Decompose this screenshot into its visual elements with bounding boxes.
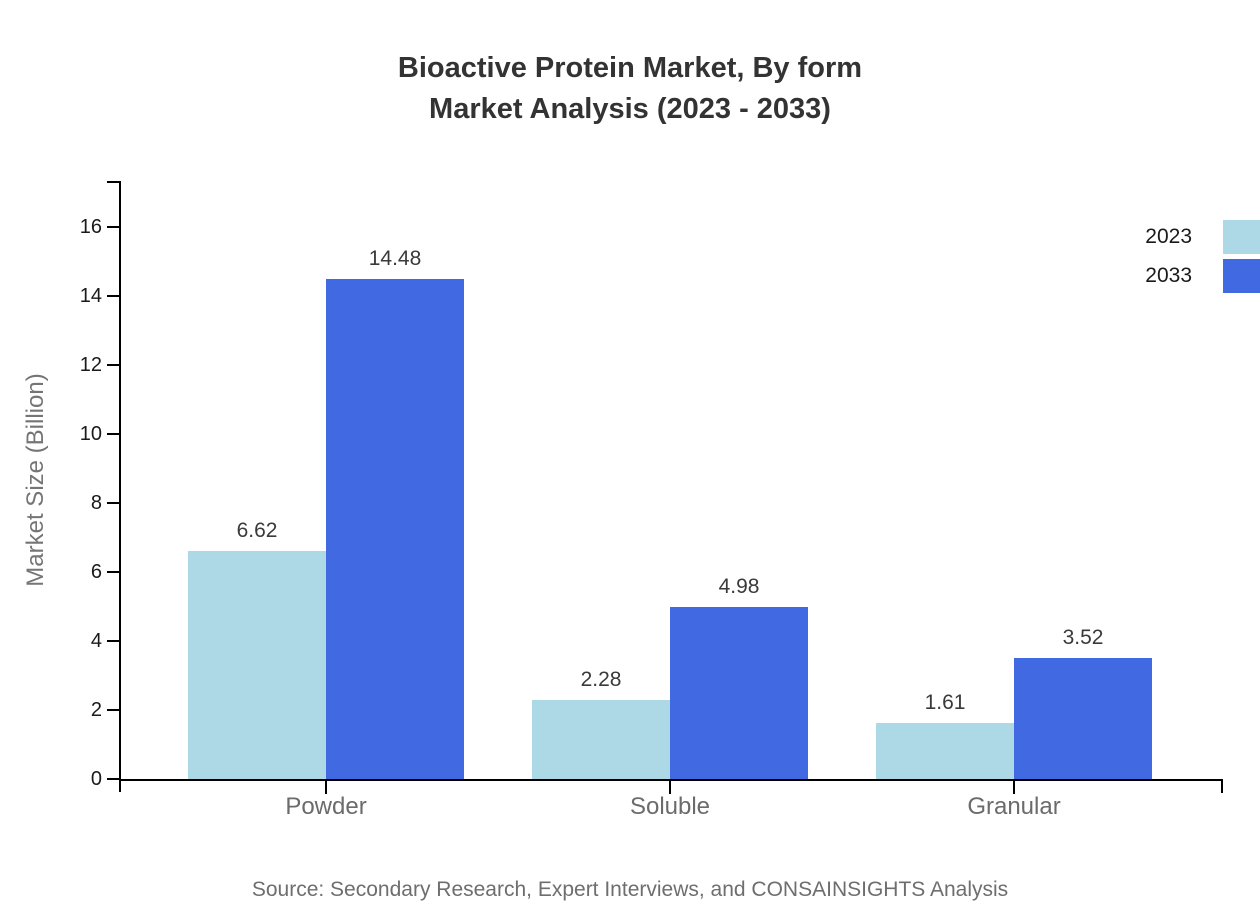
y-tick-mark <box>107 709 120 711</box>
y-axis-line <box>119 181 121 792</box>
x-tick-mark <box>669 779 671 794</box>
x-axis-end-cap <box>1221 779 1223 793</box>
x-axis-line <box>119 779 1223 781</box>
chart-title-line1: Bioactive Protein Market, By form <box>397 52 863 84</box>
category-label-soluble: Soluble <box>629 793 711 820</box>
value-label-2023-powder: 6.62 <box>236 519 278 542</box>
value-label-2033-powder: 14.48 <box>368 247 422 270</box>
y-tick-label: 0 <box>90 768 102 790</box>
category-label-granular: Granular <box>967 793 1061 820</box>
y-tick-mark <box>107 502 120 504</box>
legend-swatch-2023 <box>1223 220 1260 254</box>
y-tick-label: 12 <box>79 354 102 376</box>
y-tick-mark <box>107 295 120 297</box>
value-label-2023-soluble: 2.28 <box>580 668 622 691</box>
y-tick-mark <box>107 778 120 780</box>
legend-label-2033: 2033 <box>1145 264 1192 287</box>
y-tick-mark <box>107 571 120 573</box>
y-tick-mark <box>107 433 120 435</box>
category-label-powder: Powder <box>285 793 367 820</box>
chart-title: Bioactive Protein Market, By form Market… <box>0 48 1260 130</box>
y-tick-label: 16 <box>79 216 102 238</box>
y-tick-label: 10 <box>79 423 102 445</box>
y-tick-label: 2 <box>90 699 102 721</box>
y-tick-mark <box>107 364 120 366</box>
value-label-2033-soluble: 4.98 <box>718 575 760 598</box>
bar-2033-powder <box>326 279 464 779</box>
chart-title-line2: Market Analysis (2023 - 2033) <box>429 93 831 125</box>
bar-2033-soluble <box>670 607 808 779</box>
bar-2023-soluble <box>532 700 670 779</box>
x-tick-mark <box>1013 779 1015 794</box>
y-tick-label: 6 <box>90 561 102 583</box>
bar-2033-granular <box>1014 658 1152 779</box>
y-tick-label: 8 <box>90 492 102 514</box>
value-label-2033-granular: 3.52 <box>1062 626 1104 649</box>
y-tick-label: 4 <box>90 630 102 652</box>
legend-swatch-2033 <box>1223 259 1260 293</box>
y-tick-label: 14 <box>79 285 102 307</box>
y-tick-mark <box>107 640 120 642</box>
value-label-2023-granular: 1.61 <box>924 691 966 714</box>
y-tick-mark <box>107 226 120 228</box>
y-axis-end-cap <box>107 181 120 183</box>
source-note: Source: Secondary Research, Expert Inter… <box>251 878 1009 901</box>
x-tick-mark <box>325 779 327 794</box>
bar-2023-powder <box>188 551 326 779</box>
bar-2023-granular <box>876 723 1014 779</box>
legend-label-2023: 2023 <box>1145 225 1192 248</box>
